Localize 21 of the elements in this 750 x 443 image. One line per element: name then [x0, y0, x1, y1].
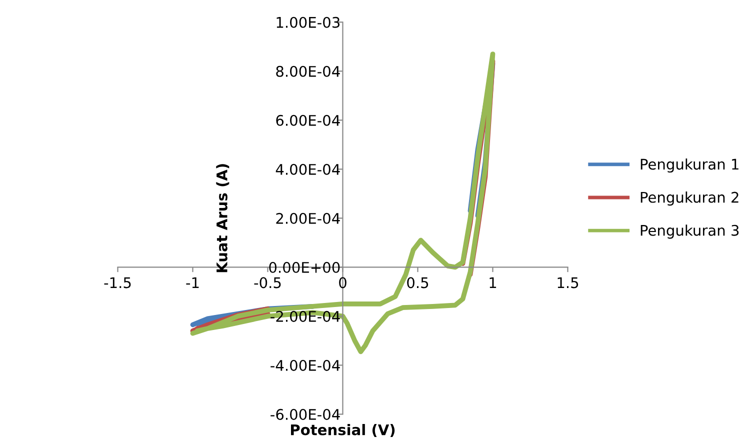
x-tick-label: -0.5 [254, 277, 281, 288]
y-tick-label: -2.00E-04 [270, 310, 340, 322]
y-tick-label: 6.00E-04 [276, 114, 340, 126]
x-tick-label: 0.5 [407, 277, 428, 288]
y-tick-label: -6.00E-04 [270, 408, 340, 420]
y-tick-label: 1.00E-03 [276, 16, 340, 28]
x-axis-title: Potensial (V) [291, 424, 395, 438]
x-tick-label: 1.5 [558, 277, 578, 288]
x-tick-label: 1 [490, 277, 496, 288]
x-tick-label: -1 [186, 277, 199, 288]
y-tick-label: 8.00E-04 [276, 66, 340, 77]
legend-label: Pengukuran 2 [640, 192, 738, 206]
legend-label: Pengukuran 1 [640, 158, 738, 173]
legend-label: Pengukuran 3 [640, 224, 739, 239]
y-tick-label: 2.00E-04 [276, 212, 340, 224]
y-axis-title: Kuat Arus (A) [216, 164, 230, 272]
y-tick-label: 0.00E+00 [269, 262, 340, 273]
y-tick-label: 4.00E-04 [276, 164, 340, 175]
y-tick-label: -4.00E-04 [270, 360, 340, 371]
x-tick-label: -1.5 [104, 277, 131, 288]
x-tick-label: 0 [339, 277, 346, 288]
